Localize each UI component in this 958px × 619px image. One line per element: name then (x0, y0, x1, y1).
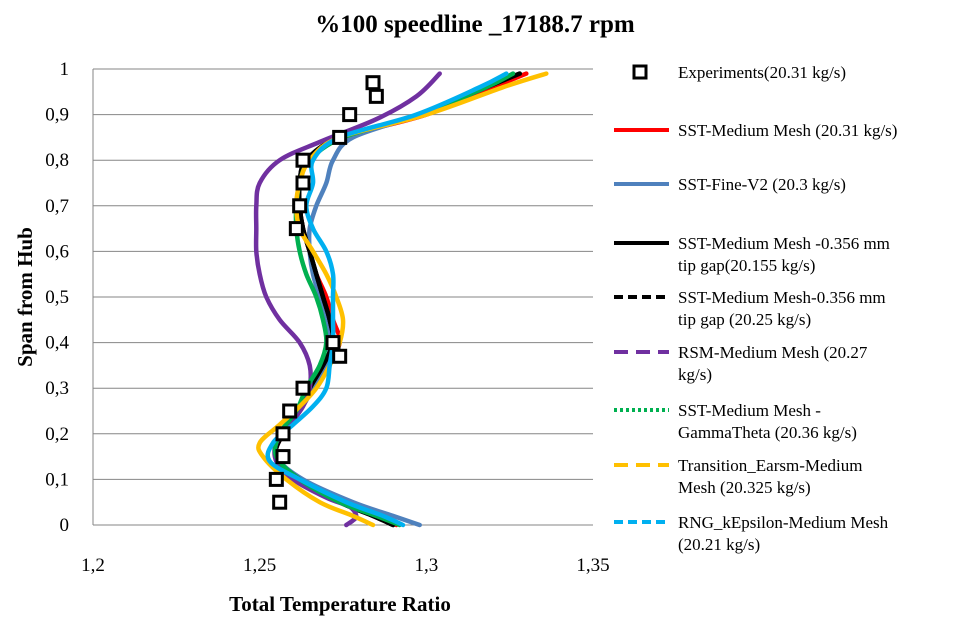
legend-label: SST-Medium Mesh-0.356 mm (678, 288, 886, 307)
y-axis-title: Span from Hub (13, 227, 37, 367)
experiment-marker (272, 494, 288, 510)
legend-label: SST-Medium Mesh - (678, 401, 821, 420)
y-tick-label: 0,1 (45, 469, 69, 490)
y-tick-label: 0,5 (45, 287, 69, 308)
experiment-marker (275, 449, 291, 465)
series-lines (253, 71, 549, 528)
series-line-3 (273, 71, 522, 528)
chart-title: %100 speedline _17188.7 rpm (315, 11, 635, 38)
legend-label: SST-Medium Mesh (20.31 kg/s) (678, 121, 897, 140)
legend-label: tip gap(20.155 kg/s) (678, 256, 815, 275)
x-tick-label: 1,25 (243, 555, 276, 576)
y-tick-label: 0,4 (45, 333, 69, 354)
experiment-marker (275, 426, 291, 442)
experiment-marker (282, 403, 298, 419)
x-axis-title: Total Temperature Ratio (229, 592, 451, 616)
y-tick-label: 0,3 (45, 378, 69, 399)
series-line-1 (273, 71, 529, 528)
x-tick-label: 1,35 (576, 555, 609, 576)
series-line-8 (265, 71, 509, 528)
series-line-6 (272, 71, 516, 528)
experiment-marker (325, 335, 341, 351)
y-tick-label: 0,6 (45, 241, 69, 262)
legend-label: RSM-Medium Mesh (20.27 (678, 343, 868, 362)
experiment-marker (295, 380, 311, 396)
legend-label: Experiments(20.31 kg/s) (678, 63, 846, 82)
legend-label: tip gap (20.25 kg/s) (678, 310, 811, 329)
experiment-marker (342, 107, 358, 123)
y-tick-label: 0,7 (45, 196, 69, 217)
y-tick-label: 0,8 (45, 150, 69, 171)
x-tick-label: 1,3 (414, 555, 438, 576)
experiment-marker (295, 152, 311, 168)
series-line-2 (272, 71, 516, 528)
experiment-marker (288, 221, 304, 237)
experiment-marker (332, 129, 348, 145)
y-tick-label: 0 (60, 515, 70, 536)
series-line-4 (273, 71, 522, 528)
experiment-marker (292, 198, 308, 214)
legend-label: RNG_kEpsilon-Medium Mesh (678, 513, 889, 532)
legend-label: SST-Medium Mesh -0.356 mm (678, 234, 890, 253)
legend-label: SST-Fine-V2 (20.3 kg/s) (678, 175, 846, 194)
y-tick-label: 1 (60, 59, 70, 80)
experiment-marker (295, 175, 311, 191)
experiment-marker (332, 348, 348, 364)
y-tick-label: 0,9 (45, 105, 69, 126)
y-tick-label: 0,2 (45, 424, 69, 445)
legend-label: GammaTheta (20.36 kg/s) (678, 423, 857, 442)
legend-label: Transition_Earsm-Medium (678, 456, 862, 475)
legend: Experiments(20.31 kg/s) SST-Medium Mesh (… (614, 63, 897, 554)
legend-label: Mesh (20.325 kg/s) (678, 478, 811, 497)
experiment-marker (365, 75, 381, 91)
experiment-marker (368, 88, 384, 104)
legend-label: kg/s) (678, 365, 712, 384)
axes: 0 0,1 0,2 0,3 0,4 0,5 0,6 0,7 0,8 0,9 1 1,2 1,25 1,3 1… (45, 59, 609, 576)
legend-label: (20.21 kg/s) (678, 535, 760, 554)
x-tick-label: 1,2 (81, 555, 105, 576)
experiment-markers (268, 75, 384, 510)
legend-marker (632, 64, 648, 80)
series-line-7 (256, 71, 549, 528)
experiment-marker (268, 471, 284, 487)
